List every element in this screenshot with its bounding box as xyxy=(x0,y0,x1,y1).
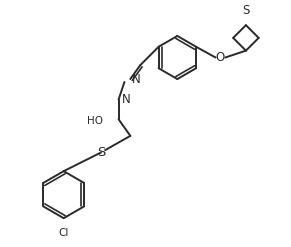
Text: HO: HO xyxy=(87,116,103,126)
Text: S: S xyxy=(97,146,105,159)
Text: N: N xyxy=(122,93,130,106)
Text: Cl: Cl xyxy=(58,228,69,238)
Text: O: O xyxy=(216,51,225,64)
Text: N: N xyxy=(132,73,141,85)
Text: S: S xyxy=(242,4,250,17)
